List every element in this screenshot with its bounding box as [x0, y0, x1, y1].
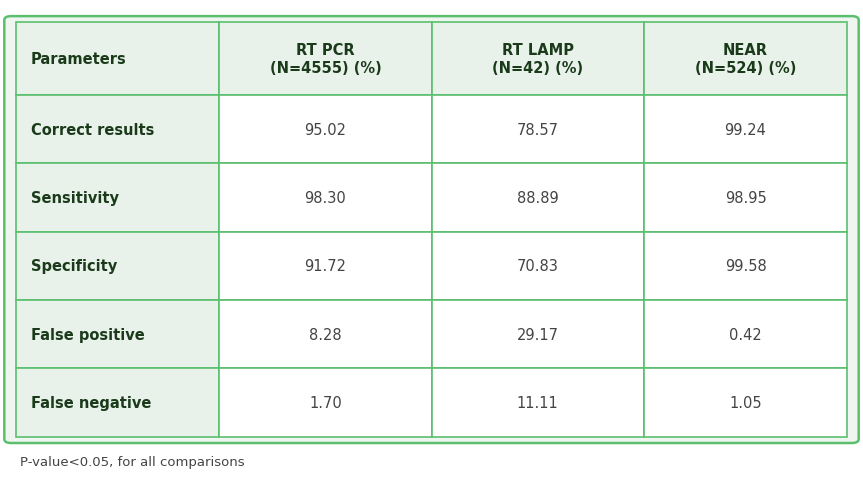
Text: 88.89: 88.89	[517, 191, 558, 205]
Bar	[219, 300, 432, 368]
Bar	[219, 23, 432, 96]
Bar	[644, 96, 847, 164]
Text: 98.95: 98.95	[725, 191, 766, 205]
Bar	[16, 300, 219, 368]
Text: Correct results: Correct results	[31, 122, 154, 137]
Text: 91.72: 91.72	[305, 259, 346, 274]
Bar	[644, 300, 847, 368]
Bar	[644, 164, 847, 232]
Bar	[219, 96, 432, 164]
Text: 99.24: 99.24	[725, 122, 766, 137]
Text: 70.83: 70.83	[517, 259, 558, 274]
Bar	[644, 232, 847, 300]
Text: Specificity: Specificity	[31, 259, 117, 274]
Text: 98.30: 98.30	[305, 191, 346, 205]
Bar	[16, 23, 219, 96]
Bar	[16, 164, 219, 232]
Text: False positive: False positive	[31, 327, 145, 342]
Text: NEAR
(N=524) (%): NEAR (N=524) (%)	[695, 43, 797, 76]
Text: Sensitivity: Sensitivity	[31, 191, 119, 205]
Text: RT PCR
(N=4555) (%): RT PCR (N=4555) (%)	[269, 43, 381, 76]
Bar	[432, 232, 644, 300]
Text: 29.17: 29.17	[517, 327, 558, 342]
Text: 11.11: 11.11	[517, 395, 558, 410]
Text: 8.28: 8.28	[309, 327, 342, 342]
Text: 1.05: 1.05	[729, 395, 762, 410]
Bar	[16, 368, 219, 437]
Bar	[432, 23, 644, 96]
Text: 1.70: 1.70	[309, 395, 342, 410]
Text: False negative: False negative	[31, 395, 151, 410]
Bar	[432, 300, 644, 368]
Bar	[16, 232, 219, 300]
Text: 0.42: 0.42	[729, 327, 762, 342]
Bar	[432, 164, 644, 232]
Text: 95.02: 95.02	[305, 122, 346, 137]
Text: 99.58: 99.58	[725, 259, 766, 274]
Bar	[432, 96, 644, 164]
Bar	[219, 164, 432, 232]
Bar	[16, 96, 219, 164]
Bar	[219, 368, 432, 437]
Bar	[219, 232, 432, 300]
FancyBboxPatch shape	[4, 17, 859, 443]
Text: 78.57: 78.57	[517, 122, 558, 137]
Text: P-value<0.05, for all comparisons: P-value<0.05, for all comparisons	[20, 455, 244, 468]
Text: Parameters: Parameters	[31, 52, 127, 67]
Text: RT LAMP
(N=42) (%): RT LAMP (N=42) (%)	[492, 43, 583, 76]
Bar	[432, 368, 644, 437]
Bar	[644, 368, 847, 437]
Bar	[644, 23, 847, 96]
